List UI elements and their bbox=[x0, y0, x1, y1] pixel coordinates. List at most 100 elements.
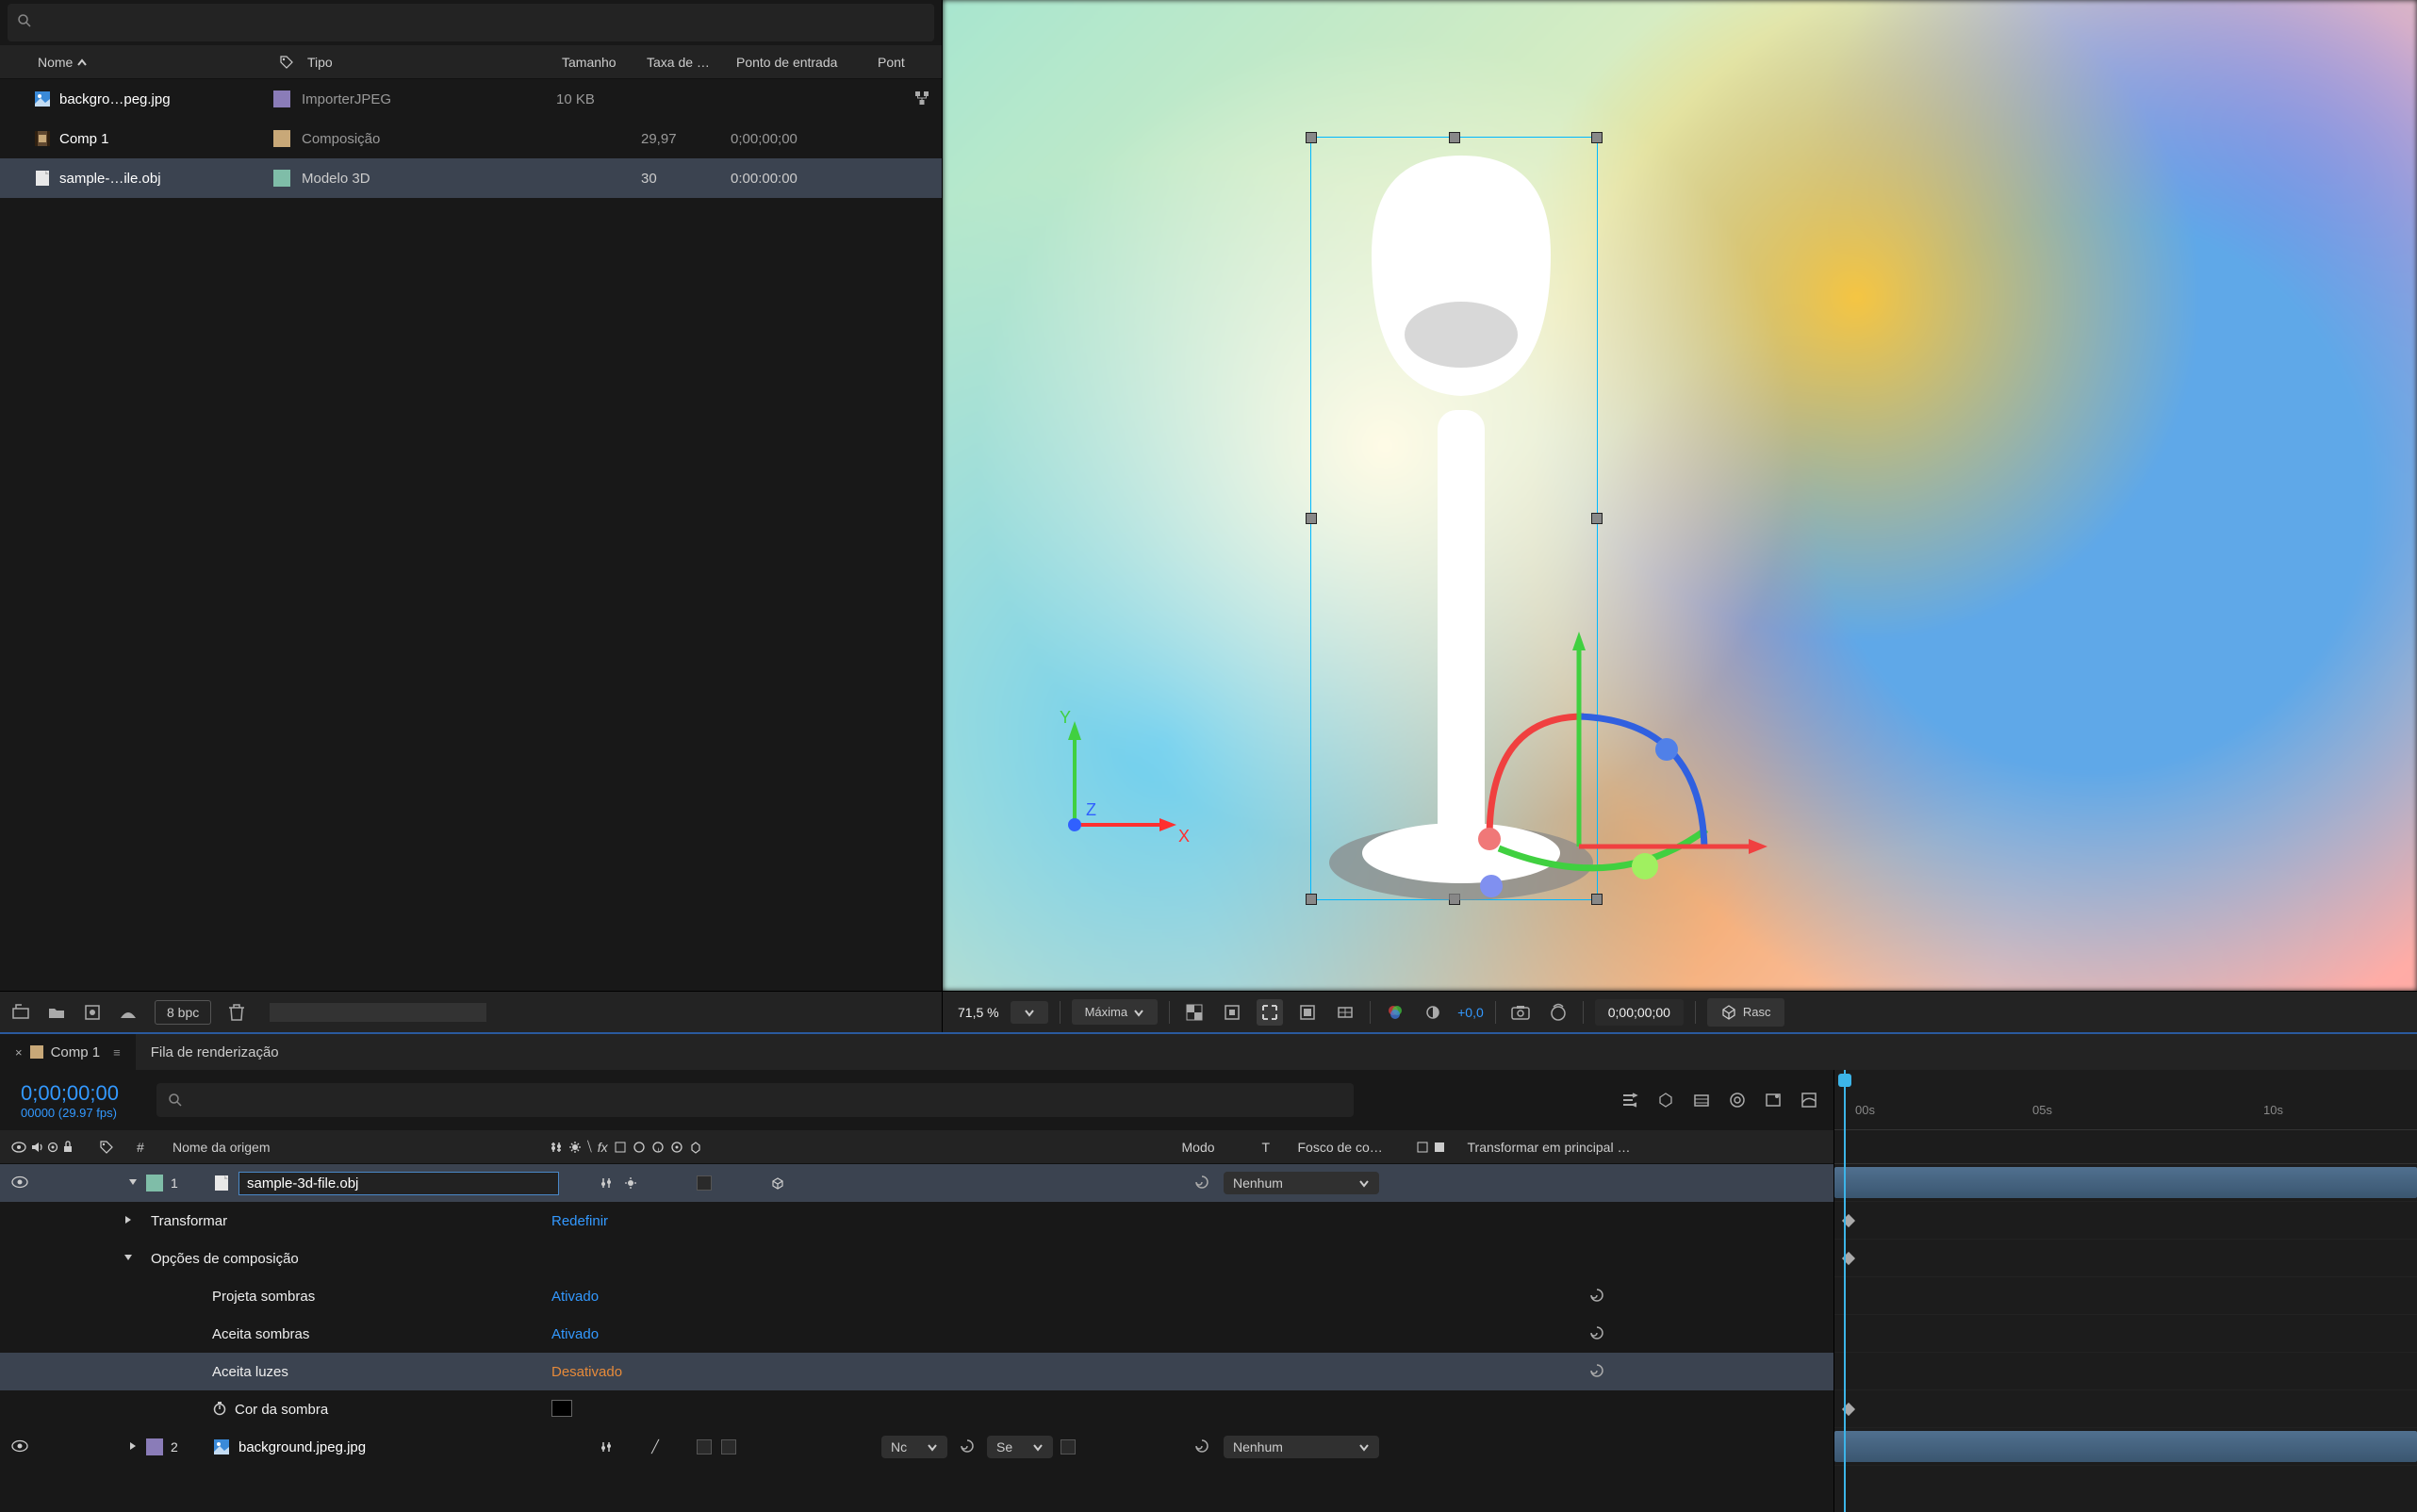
layer-clip[interactable] bbox=[1834, 1431, 2417, 1462]
new-comp-icon[interactable] bbox=[83, 1003, 102, 1022]
col-av-switches[interactable] bbox=[0, 1141, 99, 1154]
col-type[interactable]: Tipo bbox=[302, 55, 556, 70]
col-parent[interactable]: Transformar em principal … bbox=[1468, 1140, 1834, 1155]
timeline-graph[interactable]: 00s 05s 10s bbox=[1833, 1070, 2417, 1512]
expand-triangle[interactable] bbox=[127, 1176, 139, 1191]
blend-mode-dropdown[interactable]: Nc bbox=[881, 1436, 947, 1458]
tab-close-icon[interactable]: × bbox=[15, 1045, 23, 1060]
col-matte-icons[interactable] bbox=[1416, 1141, 1468, 1154]
layer-row[interactable]: 1sample-3d-file.objNenhum bbox=[0, 1164, 1833, 1202]
expression-icon[interactable] bbox=[1588, 1330, 1605, 1344]
property-value[interactable]: Ativado bbox=[551, 1289, 599, 1305]
layer-row[interactable]: 2background.jpeg.jpg╱NcSeNenhum bbox=[0, 1428, 1833, 1466]
parent-pickwhip-icon[interactable] bbox=[1188, 1438, 1216, 1457]
property-value[interactable]: Desativado bbox=[551, 1364, 622, 1380]
3d-gizmo-object[interactable] bbox=[1433, 603, 1810, 905]
col-number[interactable]: # bbox=[137, 1140, 165, 1155]
adjustment-icon[interactable] bbox=[119, 1005, 138, 1020]
shy-icon[interactable] bbox=[1688, 1087, 1715, 1113]
expression-icon[interactable] bbox=[1588, 1292, 1605, 1307]
col-name[interactable]: Nome bbox=[0, 55, 273, 70]
draft-3d-icon[interactable] bbox=[1652, 1087, 1679, 1113]
trash-icon[interactable] bbox=[228, 1003, 245, 1022]
visibility-toggle[interactable] bbox=[11, 1175, 28, 1192]
label-color[interactable] bbox=[273, 130, 290, 147]
parent-dropdown[interactable]: Nenhum bbox=[1224, 1172, 1379, 1194]
exposure-value[interactable]: +0,0 bbox=[1457, 1005, 1484, 1020]
transparency-grid-icon[interactable] bbox=[1181, 999, 1208, 1026]
project-items-list[interactable]: backgro…peg.jpgImporterJPEG10 KBComp 1Co… bbox=[0, 79, 942, 991]
tab-render-queue[interactable]: Fila de renderização bbox=[136, 1034, 294, 1070]
3d-switch[interactable] bbox=[768, 1174, 787, 1192]
interpret-footage-icon[interactable] bbox=[11, 1003, 30, 1022]
property-bar[interactable] bbox=[1834, 1353, 2417, 1390]
new-folder-icon[interactable] bbox=[47, 1003, 66, 1022]
project-item[interactable]: Comp 1Composição29,970;00;00;00 bbox=[0, 119, 942, 158]
exposure-reset-icon[interactable] bbox=[1420, 999, 1446, 1026]
color-chip[interactable] bbox=[551, 1400, 572, 1417]
property-row[interactable]: TransformarRedefinir bbox=[0, 1202, 1833, 1240]
matte-dropdown[interactable]: Se bbox=[987, 1436, 1053, 1458]
col-rate[interactable]: Taxa de … bbox=[641, 55, 731, 70]
col-t[interactable]: T bbox=[1262, 1140, 1298, 1155]
playhead[interactable] bbox=[1844, 1070, 1846, 1512]
color-depth-button[interactable]: 8 bpc bbox=[155, 1000, 211, 1025]
property-row[interactable]: Projeta sombrasAtivado bbox=[0, 1277, 1833, 1315]
col-out[interactable]: Pont bbox=[872, 55, 942, 70]
parent-dropdown[interactable]: Nenhum bbox=[1224, 1436, 1379, 1458]
snapshot-icon[interactable] bbox=[1507, 999, 1534, 1026]
label-color[interactable] bbox=[273, 90, 290, 107]
preview-timecode[interactable]: 0;00;00;00 bbox=[1595, 999, 1684, 1026]
stopwatch-icon[interactable] bbox=[212, 1401, 227, 1419]
col-mode[interactable]: Modo bbox=[1182, 1140, 1262, 1155]
timeline-search-input[interactable] bbox=[156, 1083, 1354, 1117]
property-row[interactable]: Aceita sombrasAtivado bbox=[0, 1315, 1833, 1353]
property-row[interactable]: Aceita luzesDesativado bbox=[0, 1353, 1833, 1390]
col-size[interactable]: Tamanho bbox=[556, 55, 641, 70]
layer-clip[interactable] bbox=[1834, 1167, 2417, 1198]
tab-comp-1[interactable]: × Comp 1 ≡ bbox=[0, 1034, 136, 1070]
draft-3d-button[interactable]: Rasc bbox=[1707, 998, 1784, 1027]
switch-box[interactable] bbox=[695, 1174, 714, 1192]
layer-bar[interactable] bbox=[1834, 1164, 2417, 1202]
expand-triangle[interactable] bbox=[127, 1440, 139, 1454]
composition-viewer[interactable]: Y X Z bbox=[943, 0, 2417, 991]
pickwhip-icon[interactable] bbox=[953, 1438, 981, 1457]
property-bar[interactable] bbox=[1834, 1390, 2417, 1428]
expression-icon[interactable] bbox=[1588, 1368, 1605, 1382]
label-color[interactable] bbox=[273, 170, 290, 187]
col-source-name[interactable]: Nome da origem bbox=[165, 1140, 542, 1155]
layer-name-input[interactable]: sample-3d-file.obj bbox=[238, 1172, 559, 1195]
zoom-value[interactable]: 71,5 % bbox=[958, 1005, 999, 1020]
property-row[interactable]: Cor da sombra bbox=[0, 1390, 1833, 1428]
property-value[interactable]: Redefinir bbox=[551, 1213, 608, 1229]
motion-blur-icon[interactable] bbox=[1760, 1087, 1786, 1113]
current-timecode[interactable]: 0;00;00;00 bbox=[21, 1081, 119, 1106]
switch-box[interactable] bbox=[719, 1438, 738, 1456]
property-row[interactable]: Opções de composição bbox=[0, 1240, 1833, 1277]
graph-editor-icon[interactable] bbox=[1796, 1087, 1822, 1113]
time-ruler[interactable]: 00s 05s 10s bbox=[1834, 1070, 2417, 1130]
current-frame[interactable]: 00000 (29.97 fps) bbox=[21, 1106, 119, 1120]
color-manage-icon[interactable] bbox=[1382, 999, 1408, 1026]
col-track-matte[interactable]: Fosco de co… bbox=[1298, 1140, 1416, 1155]
project-item[interactable]: sample-…ile.objModelo 3D300:00:00:00 bbox=[0, 158, 942, 198]
layer-bar[interactable] bbox=[1834, 1428, 2417, 1466]
guides-icon[interactable] bbox=[1332, 999, 1358, 1026]
property-bar[interactable] bbox=[1834, 1202, 2417, 1240]
col-tag[interactable] bbox=[273, 54, 302, 70]
collapse-switch[interactable] bbox=[621, 1174, 640, 1192]
quality-switch[interactable]: ╱ bbox=[646, 1438, 665, 1456]
matte-box[interactable] bbox=[1059, 1438, 1077, 1456]
property-bar[interactable] bbox=[1834, 1315, 2417, 1353]
col-in[interactable]: Ponto de entrada bbox=[731, 55, 872, 70]
shy-switch[interactable] bbox=[597, 1438, 616, 1456]
project-search-input[interactable] bbox=[8, 4, 934, 41]
shy-switch[interactable] bbox=[597, 1174, 616, 1192]
property-bar[interactable] bbox=[1834, 1240, 2417, 1277]
mask-icon[interactable] bbox=[1219, 999, 1245, 1026]
property-bar[interactable] bbox=[1834, 1277, 2417, 1315]
zoom-dropdown[interactable] bbox=[1011, 1001, 1048, 1024]
frame-blend-icon[interactable] bbox=[1724, 1087, 1751, 1113]
tab-menu-icon[interactable]: ≡ bbox=[113, 1045, 121, 1060]
